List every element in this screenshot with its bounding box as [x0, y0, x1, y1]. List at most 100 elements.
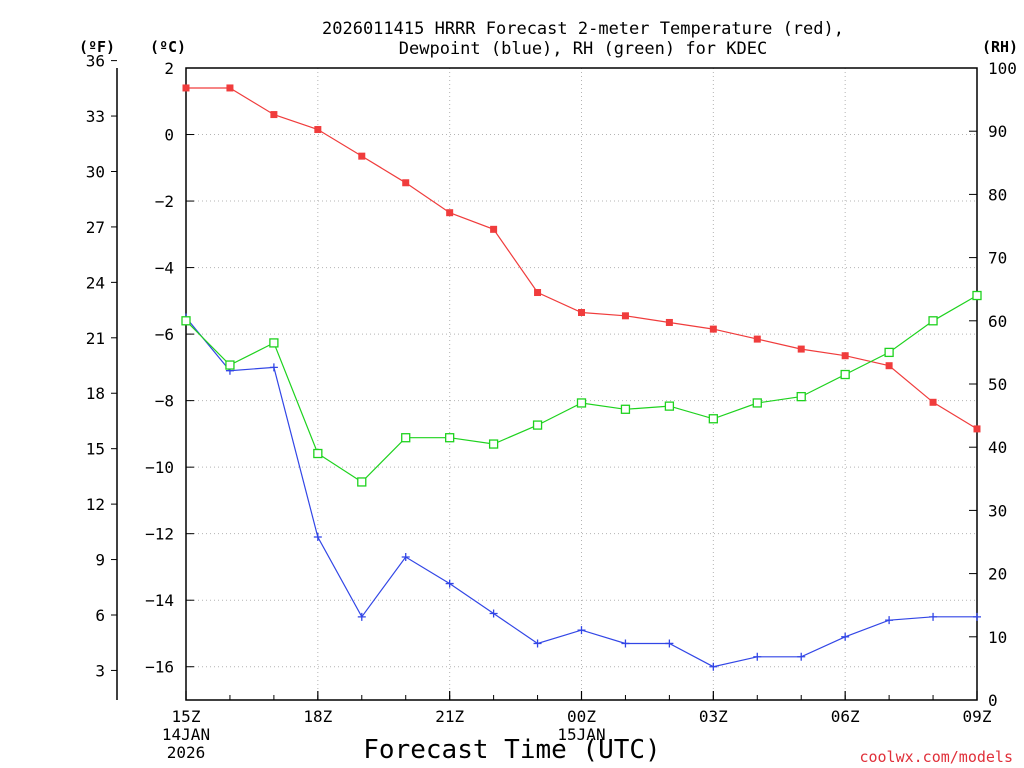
rh-point	[445, 433, 455, 443]
rh-point	[401, 433, 411, 443]
rh-tick-label: 70	[988, 249, 1007, 268]
x-tick-label: 06Z	[831, 707, 860, 726]
fahrenheit-tick-label: 9	[95, 551, 105, 570]
celsius-tick-label: −12	[145, 525, 174, 544]
dewpoint-point	[797, 652, 806, 661]
dewpoint-point	[269, 363, 278, 372]
x-tick-year: 2026	[167, 743, 206, 762]
temperature-point	[797, 345, 805, 353]
rh-tick-label: 90	[988, 122, 1007, 141]
dewpoint-point	[621, 639, 630, 648]
temperature-point	[314, 126, 322, 134]
temperature-point	[182, 84, 190, 92]
dewpoint-point	[533, 639, 542, 648]
fahrenheit-tick-label: 12	[86, 495, 105, 514]
x-tick-date: 14JAN	[162, 725, 210, 744]
data-series	[181, 84, 982, 671]
rh-tick-label: 30	[988, 501, 1007, 520]
dewpoint-point	[885, 616, 894, 625]
dewpoint-point	[665, 639, 674, 648]
dewpoint-point	[709, 662, 718, 671]
rh-point	[269, 338, 279, 348]
celsius-tick-label: −4	[155, 259, 174, 278]
rh-point	[840, 369, 850, 380]
rh-point	[796, 391, 806, 402]
temperature-point	[446, 209, 454, 217]
fahrenheit-tick-label: 18	[86, 384, 105, 403]
chart-title-line2: Dewpoint (blue), RH (green) for KDEC	[399, 39, 767, 59]
rh-tick-label: 50	[988, 375, 1007, 394]
rh-point	[664, 401, 675, 411]
celsius-tick-label: −14	[145, 591, 174, 610]
rh-point	[357, 477, 367, 487]
temperature-point	[885, 362, 893, 370]
gridlines	[185, 67, 978, 700]
celsius-tick-label: 2	[164, 59, 174, 78]
dewpoint-point	[313, 533, 322, 542]
rh-point	[928, 316, 938, 326]
temperature-point	[929, 398, 937, 406]
dewpoint-point	[577, 626, 586, 635]
temperature-point	[578, 308, 585, 316]
rh-tick-label: 40	[988, 438, 1007, 457]
dewpoint-point	[445, 579, 454, 588]
temperature-line	[186, 87, 978, 430]
celsius-tick-label: −8	[155, 392, 174, 411]
rh-tick-label: 20	[988, 565, 1007, 584]
dewpoint-point	[489, 609, 498, 618]
fahrenheit-tick-label: 21	[86, 329, 105, 348]
rh-tick-label: 100	[988, 59, 1017, 78]
temperature-point	[358, 152, 366, 160]
rh-point	[576, 398, 587, 408]
temperature-point	[534, 289, 542, 297]
rh-point	[181, 316, 191, 326]
x-tick-date: 15JAN	[557, 725, 605, 744]
celsius-tick-label: −2	[155, 192, 174, 211]
celsius-tick-label: −6	[155, 325, 174, 344]
temperature-point	[665, 318, 673, 326]
temperature-point	[621, 312, 629, 320]
chart-title-line1: 2026011415 HRRR Forecast 2-meter Tempera…	[322, 19, 844, 39]
rh-point	[532, 420, 543, 430]
x-tick-label: 00Z	[567, 707, 596, 726]
celsius-tick-label: 0	[164, 126, 174, 145]
temperature-point	[226, 84, 234, 92]
rh-tick-label: 80	[988, 185, 1007, 204]
rh-point	[313, 448, 323, 459]
fahrenheit-tick-label: 24	[86, 273, 105, 292]
fahrenheit-tick-label: 33	[86, 107, 105, 126]
fahrenheit-tick-label: 3	[95, 661, 105, 680]
rh-point	[620, 404, 631, 414]
x-tick-label: 09Z	[963, 707, 992, 726]
axes	[111, 60, 978, 701]
x-tick-label: 18Z	[303, 707, 332, 726]
celsius-tick-label: −10	[145, 458, 174, 477]
dewpoint-point	[401, 552, 410, 561]
x-tick-label: 03Z	[699, 707, 728, 726]
temperature-point	[753, 335, 761, 343]
celsius-axis-unit: (ºC)	[150, 38, 186, 56]
rh-point	[752, 398, 762, 408]
rh-point	[708, 414, 718, 424]
x-tick-label: 21Z	[435, 707, 464, 726]
fahrenheit-tick-label: 6	[95, 606, 105, 625]
dewpoint-point	[841, 632, 850, 641]
celsius-tick-label: −16	[145, 658, 174, 677]
fahrenheit-tick-label: 27	[86, 218, 105, 237]
rh-tick-label: 60	[988, 312, 1007, 331]
rh-axis-unit: (RH)	[982, 38, 1018, 56]
temperature-point	[841, 352, 849, 360]
rh-tick-label: 0	[988, 691, 998, 710]
temperature-point	[973, 425, 981, 433]
fahrenheit-tick-label: 36	[86, 52, 105, 71]
source-credit: coolwx.com/models	[859, 748, 1013, 766]
rh-tick-label: 10	[988, 628, 1007, 647]
temperature-point	[490, 225, 498, 233]
dewpoint-point	[357, 612, 366, 621]
x-tick-label: 15Z	[172, 707, 201, 726]
rh-point	[884, 347, 894, 358]
dewpoint-point	[753, 652, 762, 661]
temperature-point	[709, 325, 717, 333]
